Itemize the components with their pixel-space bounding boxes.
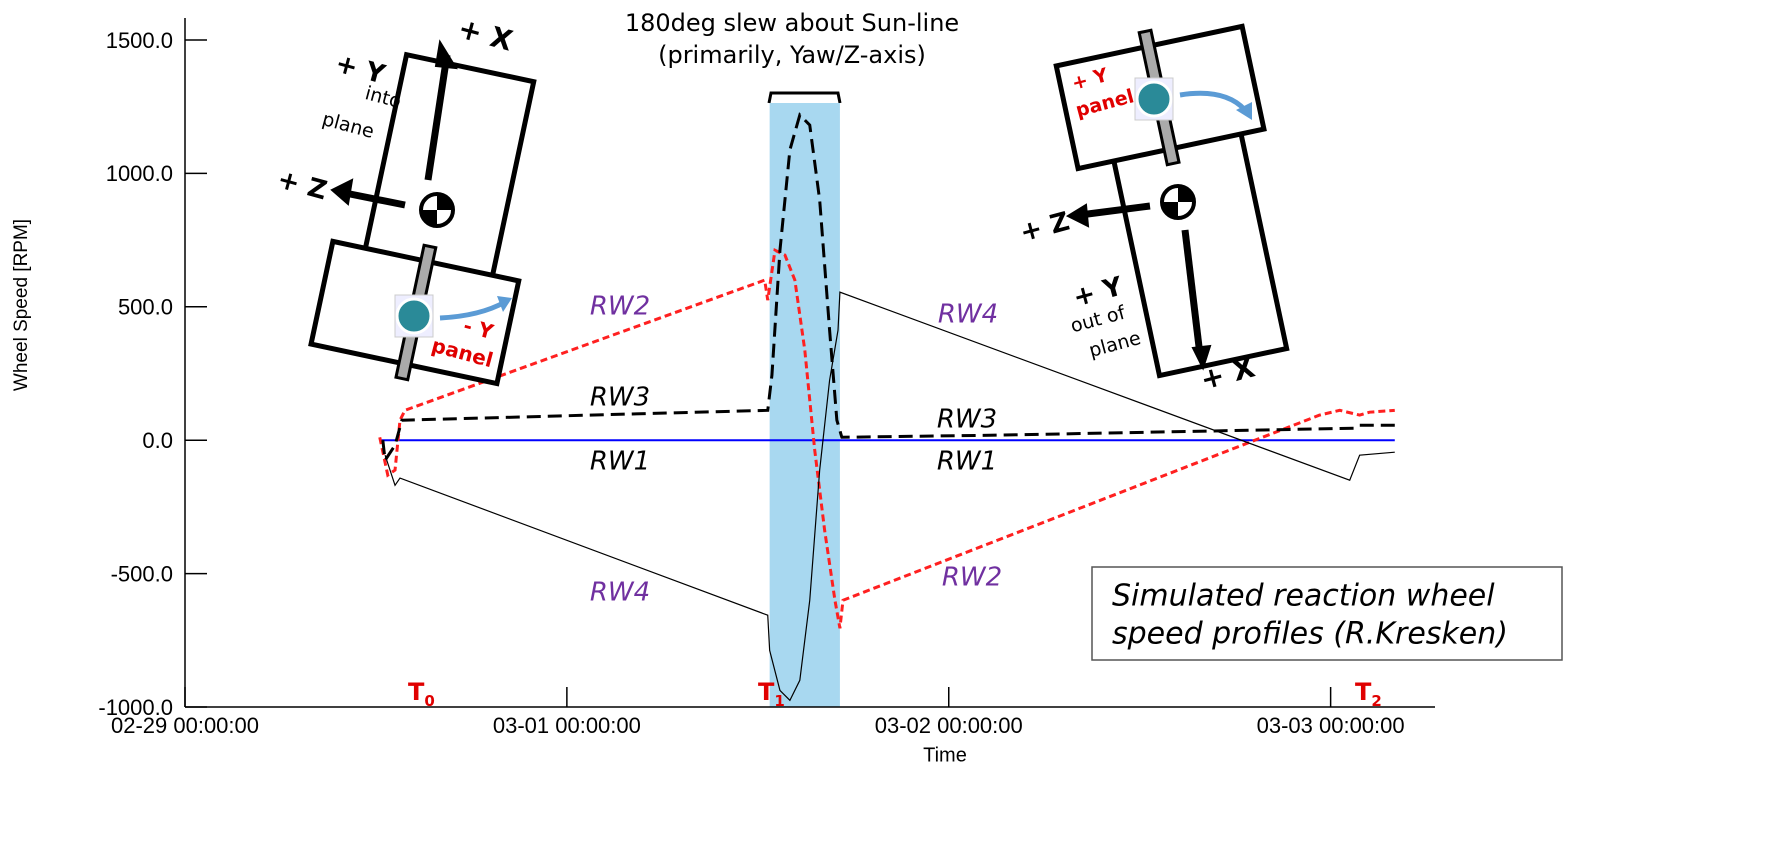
y-tick-label: -500.0 bbox=[111, 561, 173, 586]
time-marker: T2 bbox=[1355, 678, 1382, 710]
time-marker-letter: T bbox=[408, 678, 425, 706]
time-marker-sub: 0 bbox=[424, 692, 434, 710]
y-axis-label: Wheel Speed [RPM] bbox=[11, 219, 32, 391]
time-marker-sub: 2 bbox=[1371, 692, 1381, 710]
time-marker-sub: 1 bbox=[774, 692, 784, 710]
y-tick-label: 1000.0 bbox=[106, 161, 173, 186]
spacecraft-diagram bbox=[311, 42, 534, 384]
note-text: Simulated reaction wheel bbox=[1112, 579, 1495, 614]
x-tick-label: 03-01 00:00:00 bbox=[493, 713, 641, 738]
chart-title: 180deg slew about Sun-line bbox=[625, 9, 959, 37]
series-label: RW2 bbox=[590, 292, 650, 322]
series-label: RW1 bbox=[590, 447, 650, 477]
x-axis-label: Time bbox=[923, 744, 967, 766]
x-tick-label: 02-29 00:00:00 bbox=[111, 713, 259, 738]
y-tick-label: 500.0 bbox=[118, 295, 173, 320]
slew-band bbox=[770, 103, 840, 707]
diagram-label: plane bbox=[320, 108, 377, 143]
series-label: RW4 bbox=[938, 300, 998, 330]
chart-subtitle: (primarily, Yaw/Z-axis) bbox=[658, 41, 926, 69]
time-marker-letter: T bbox=[1355, 678, 1372, 706]
x-tick-label: 03-03 00:00:00 bbox=[1257, 713, 1405, 738]
page: 180deg slew about Sun-line (primarily, Y… bbox=[0, 0, 1770, 863]
series-label: RW3 bbox=[590, 383, 650, 413]
diagram-label: + Y bbox=[332, 49, 389, 91]
chart: 180deg slew about Sun-line (primarily, Y… bbox=[0, 0, 1770, 863]
x-tick-label: 03-02 00:00:00 bbox=[875, 713, 1023, 738]
diagram-label: + Z bbox=[1017, 207, 1073, 249]
diagram-label: + Z bbox=[274, 165, 330, 207]
brace bbox=[769, 93, 840, 103]
y-tick-label: 0.0 bbox=[142, 428, 173, 453]
time-marker-letter: T bbox=[758, 678, 775, 706]
series-label: RW4 bbox=[590, 578, 650, 608]
series-label: RW2 bbox=[942, 563, 1002, 593]
series-label: RW1 bbox=[937, 447, 997, 477]
y-tick-label: 1500.0 bbox=[106, 28, 173, 53]
note-text: speed profiles (R.Kresken) bbox=[1112, 617, 1508, 652]
diagram-label: plane bbox=[1087, 327, 1144, 362]
time-marker: T0 bbox=[408, 678, 435, 710]
series-label: RW3 bbox=[937, 405, 997, 435]
diagram-label: + X bbox=[455, 12, 517, 58]
